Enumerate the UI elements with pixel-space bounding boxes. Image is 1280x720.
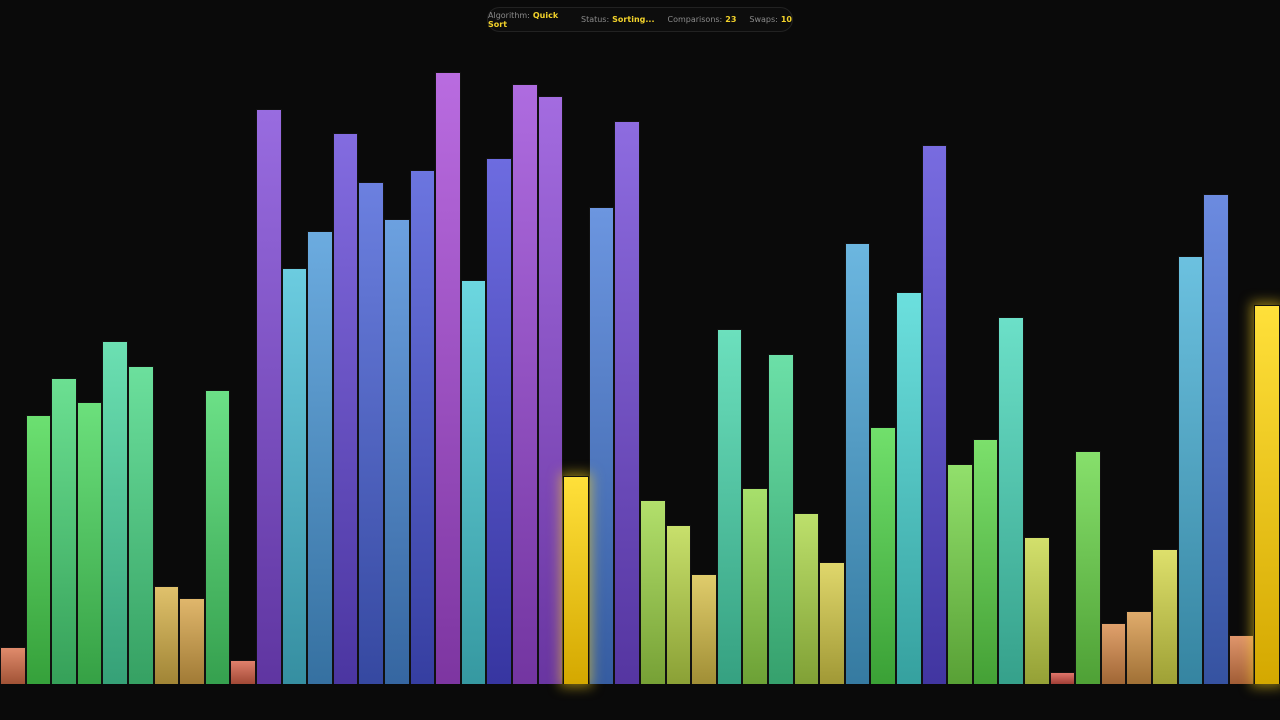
swaps-info: Swaps: 10: [749, 15, 792, 24]
bar: [614, 120, 640, 684]
bar: [972, 439, 999, 684]
bar: [537, 96, 564, 684]
status-label: Status:: [580, 15, 610, 24]
bar: [870, 426, 896, 684]
bar: [1049, 671, 1076, 684]
bar: [1254, 304, 1280, 684]
bar-chart: [0, 72, 1280, 684]
bar: [409, 169, 436, 684]
bar: [102, 341, 128, 684]
algorithm-info: Algorithm: Quick Sort: [488, 11, 568, 29]
bar: [742, 488, 768, 684]
bar: [691, 573, 717, 684]
bar: [307, 231, 333, 684]
bar: [512, 84, 538, 684]
bar: [716, 329, 743, 684]
bar: [896, 292, 922, 684]
status-info: Status: Sorting...: [581, 15, 655, 24]
bar: [1100, 622, 1127, 684]
comparisons-label: Comparisons:: [667, 15, 723, 24]
bar: [1024, 537, 1050, 684]
bar: [1152, 549, 1178, 684]
bar: [1177, 255, 1204, 684]
bar: [204, 390, 231, 684]
bar: [1203, 194, 1229, 684]
bar: [51, 378, 77, 684]
bar: [588, 206, 615, 684]
bar: [1228, 635, 1255, 684]
bar: [281, 267, 308, 684]
bar: [0, 647, 26, 684]
bar: [665, 524, 692, 684]
comparisons-info: Comparisons: 23: [667, 15, 736, 24]
bar: [793, 512, 820, 684]
bar: [640, 500, 666, 684]
bar: [76, 402, 103, 684]
bar: [844, 243, 871, 684]
swaps-value: 10: [780, 15, 792, 24]
bar: [998, 316, 1024, 684]
swaps-label: Swaps:: [749, 15, 778, 24]
bar: [25, 414, 52, 684]
bar: [256, 108, 282, 684]
algorithm-value: Quick Sort: [488, 10, 559, 29]
bar: [153, 586, 180, 684]
bar: [768, 353, 794, 684]
bar: [460, 280, 487, 684]
bar: [230, 659, 256, 684]
bar: [1126, 610, 1152, 684]
comparisons-value: 23: [725, 15, 737, 24]
bar: [358, 182, 384, 684]
algorithm-label: Algorithm:: [488, 10, 530, 20]
bar: [921, 145, 948, 684]
bar: [563, 475, 589, 684]
bar: [128, 365, 154, 684]
bar: [947, 463, 973, 684]
bar: [486, 157, 512, 684]
bar: [384, 218, 410, 684]
bar: [435, 72, 461, 684]
bar: [819, 561, 845, 684]
status-value: Sorting...: [612, 15, 655, 24]
bar: [1075, 451, 1101, 684]
bar: [179, 598, 205, 684]
bar: [332, 133, 359, 684]
status-bar: Algorithm: Quick Sort Status: Sorting... C…: [487, 7, 793, 32]
